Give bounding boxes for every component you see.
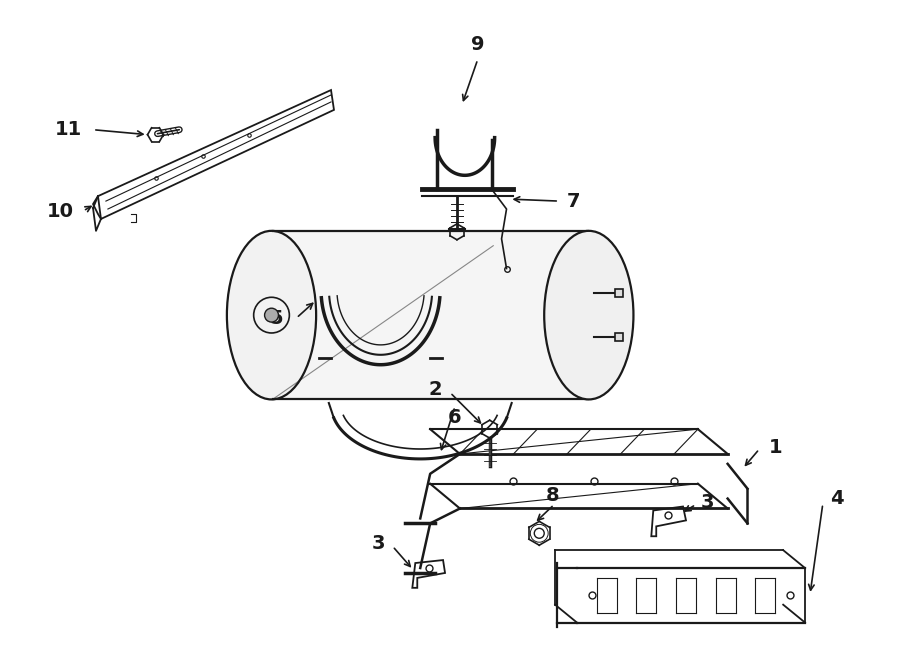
Text: 4: 4 xyxy=(830,489,843,508)
Text: 11: 11 xyxy=(55,120,82,139)
Ellipse shape xyxy=(227,231,316,399)
Text: 1: 1 xyxy=(769,438,782,457)
Bar xyxy=(273,231,588,399)
Text: 8: 8 xyxy=(545,486,559,505)
Text: 10: 10 xyxy=(47,201,74,220)
Text: 9: 9 xyxy=(471,35,484,54)
Text: 5: 5 xyxy=(270,308,284,328)
Text: 3: 3 xyxy=(701,493,715,512)
Ellipse shape xyxy=(544,231,634,399)
Text: 3: 3 xyxy=(372,534,385,553)
Text: 7: 7 xyxy=(567,191,580,211)
Text: 6: 6 xyxy=(448,408,462,427)
Circle shape xyxy=(265,308,278,322)
Text: 2: 2 xyxy=(428,380,442,399)
